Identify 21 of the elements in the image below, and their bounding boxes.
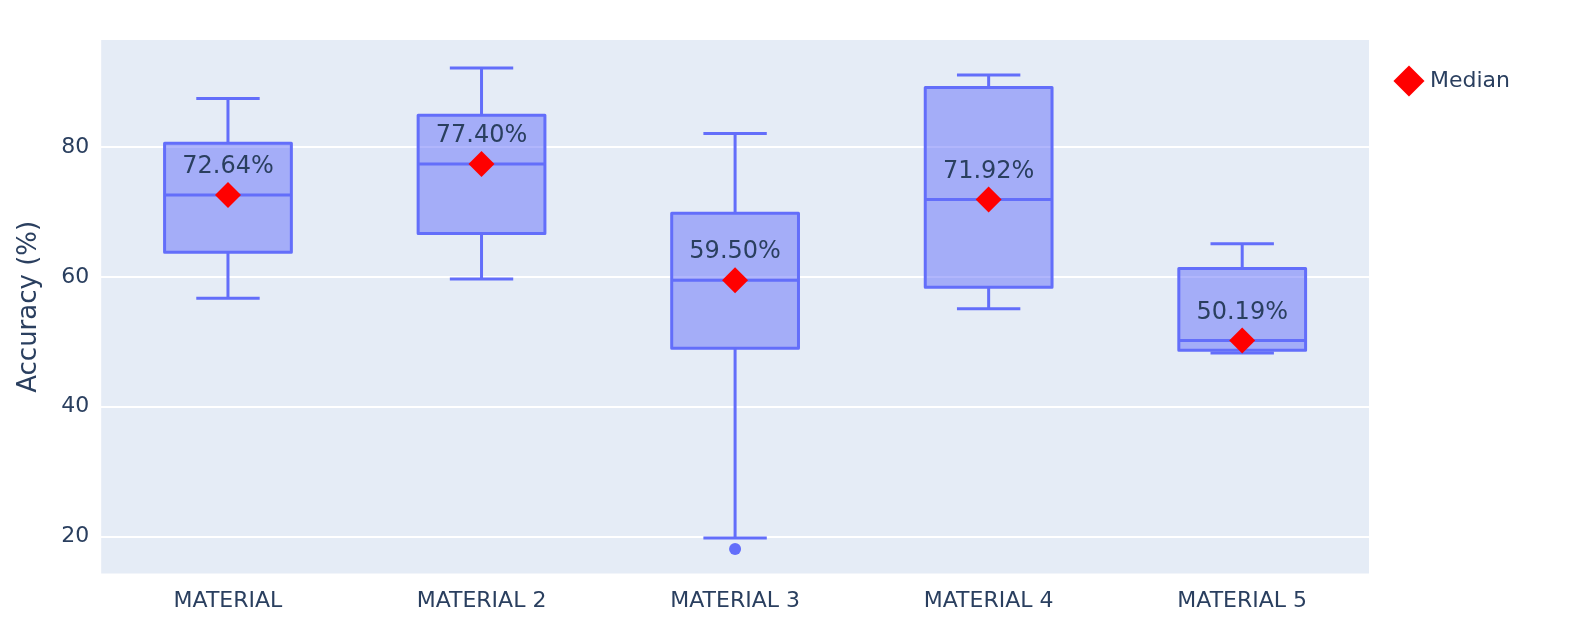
data-label: 50.19%: [1196, 296, 1288, 325]
y-tick-label: 20: [61, 522, 90, 548]
legend-label: Median: [1429, 66, 1511, 92]
x-tick-label: MATERIAL 5: [1177, 586, 1308, 612]
x-tick-label: MATERIAL 3: [670, 586, 800, 612]
y-tick-label: 60: [61, 262, 90, 288]
x-tick-label: MATERIAL: [173, 586, 284, 612]
data-label: 72.64%: [182, 151, 274, 180]
point: [468, 150, 495, 177]
point: [1229, 327, 1256, 354]
point: [722, 267, 749, 294]
point: [214, 181, 241, 208]
data-label: 71.92%: [942, 155, 1035, 184]
y-tick-label: 80: [61, 132, 90, 158]
data-label: 77.40%: [435, 120, 528, 149]
x-tick-label: MATERIAL 2: [416, 586, 547, 612]
data-label: 59.50%: [689, 236, 781, 265]
y-tick-label: 40: [61, 392, 90, 418]
x-tick-label: MATERIAL 4: [923, 586, 1054, 612]
point: [975, 186, 1002, 213]
y-axis-title: Accuracy (%): [12, 220, 43, 393]
